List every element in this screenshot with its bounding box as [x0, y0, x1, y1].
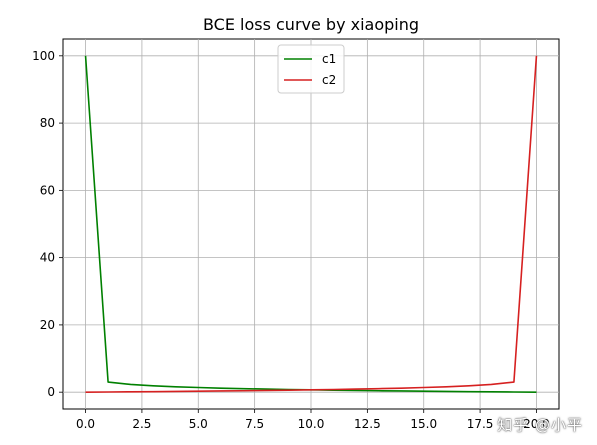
y-tick-label: 0	[47, 385, 55, 399]
y-tick-label: 20	[40, 318, 55, 332]
legend-label-c1: c1	[322, 52, 336, 66]
x-tick-label: 7.5	[245, 417, 264, 431]
y-tick-label: 40	[40, 251, 55, 265]
x-tick-label: 5.0	[189, 417, 208, 431]
series-lines	[84, 55, 538, 393]
x-tick-label: 15.0	[410, 417, 437, 431]
x-tick-label: 17.5	[467, 417, 494, 431]
x-axis-ticks: 0.0 2.5 5.0 7.5 10.0 12.5 15.0 17.5 20.0	[76, 409, 550, 431]
y-tick-label: 60	[40, 183, 55, 197]
series-line-c2	[85, 55, 538, 393]
chart-title: BCE loss curve by xiaoping	[203, 15, 419, 34]
x-tick-label: 20.0	[523, 417, 550, 431]
legend-label-c2: c2	[322, 73, 336, 87]
x-tick-label: 10.0	[298, 417, 325, 431]
y-tick-label: 100	[32, 49, 55, 63]
y-tick-label: 80	[40, 116, 55, 130]
x-tick-label: 12.5	[354, 417, 381, 431]
x-tick-label: 0.0	[76, 417, 95, 431]
legend-box	[277, 44, 345, 94]
watermark: 知乎 @小平	[497, 416, 583, 434]
x-tick-label: 2.5	[132, 417, 151, 431]
legend: c1 c2	[277, 44, 345, 94]
y-axis-ticks: 0 20 40 60 80 100	[32, 49, 63, 399]
